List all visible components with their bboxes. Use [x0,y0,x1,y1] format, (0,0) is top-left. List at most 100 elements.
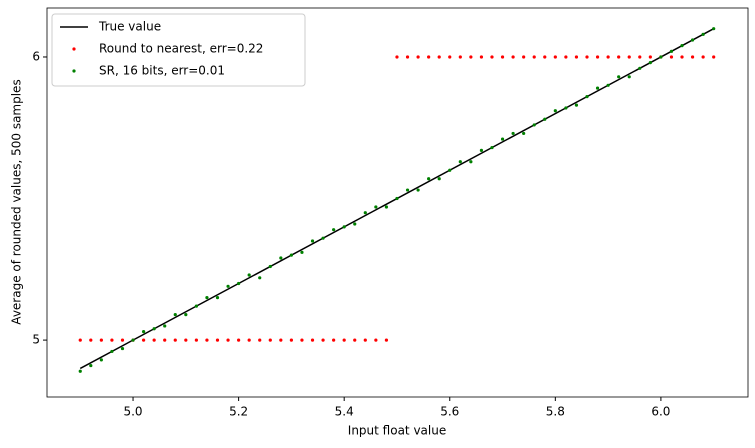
point [469,160,473,164]
point [152,338,156,342]
point [659,55,663,59]
x-tick-label: 5.4 [335,405,354,419]
point [416,188,420,192]
point [564,55,568,59]
point [500,137,505,141]
point [500,55,505,59]
point [300,250,304,254]
legend: True value Round to nearest, err=0.22 SR, … [51,13,306,87]
point [405,55,410,59]
point [490,145,494,150]
legend-box [51,13,306,87]
point [247,273,251,277]
point [458,55,462,59]
point [617,55,621,59]
point [78,338,82,342]
legend-label: Round to nearest, err=0.22 [99,42,263,56]
point [532,123,536,127]
point [310,239,315,243]
point [638,66,642,70]
point [131,338,135,342]
point [279,338,283,342]
point [141,338,146,342]
point [163,338,167,342]
point [279,256,283,260]
point [215,338,220,342]
x-tick-label: 5.0 [123,405,142,419]
point [289,338,293,342]
point [89,363,93,368]
point [258,338,262,342]
point [680,44,684,48]
point [479,55,484,59]
point [595,55,600,59]
point [184,313,188,317]
point [205,338,209,342]
point [226,338,230,342]
point [342,225,346,229]
point [427,177,431,181]
point [680,55,684,59]
point [469,55,473,59]
point [701,32,705,36]
point [638,55,642,59]
point [363,211,367,215]
point [701,55,705,59]
point [574,55,579,59]
point [120,338,125,342]
legend-label: True value [98,20,161,34]
point [522,131,526,136]
point [321,338,325,342]
point [289,253,293,257]
point [437,55,441,59]
point [543,55,547,59]
point [648,55,652,59]
x-axis-label: Input float value [348,424,446,438]
point [332,228,336,232]
point [310,338,315,342]
point [669,49,674,53]
point [712,55,716,59]
point [553,55,557,59]
point [511,55,515,59]
point [173,313,177,317]
point [384,338,389,342]
legend-swatch [72,47,76,51]
point [152,327,156,331]
point [353,222,357,226]
point [458,160,462,164]
point [448,168,452,172]
point [384,205,389,209]
legend-swatch [72,69,76,73]
legend-label: SR, 16 bits, err=0.01 [99,64,225,78]
point [585,95,589,99]
point [543,117,547,121]
point [627,55,631,59]
point [163,324,167,328]
point [374,338,378,342]
point [627,75,631,79]
point [564,106,568,110]
point [110,338,114,342]
point [194,338,198,342]
point [78,369,82,373]
point [606,55,610,59]
x-tick-label: 5.6 [440,405,459,419]
point [268,264,272,269]
plot-frame [46,7,749,398]
point [268,338,272,342]
point [141,330,146,334]
point [437,177,441,181]
point [690,38,695,42]
point [395,55,399,59]
point [184,338,188,342]
y-tick-label: 5 [32,333,40,347]
point [511,131,515,136]
point [617,75,621,79]
x-tick-label: 5.2 [229,405,248,419]
point [595,86,600,90]
point [448,55,452,59]
point [405,188,410,192]
point [522,55,526,59]
y-tick-label: 6 [32,49,40,63]
